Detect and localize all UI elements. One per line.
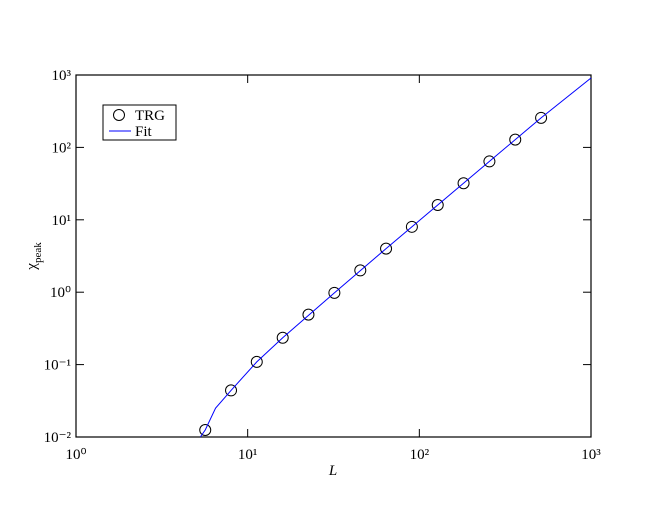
y-axis-symbol: χ	[24, 263, 40, 271]
data-point	[328, 286, 341, 299]
data-point	[354, 264, 367, 277]
fit-line	[199, 77, 592, 438]
x-tick-label: 10²	[410, 447, 430, 463]
y-axis-subscript: peak	[32, 242, 44, 263]
data-point	[276, 331, 289, 344]
legend-label: TRG	[135, 108, 165, 124]
legend-label: Fit	[135, 124, 153, 140]
y-tick-label: 10⁰	[50, 285, 71, 301]
plot-frame	[75, 74, 592, 438]
data-point	[199, 423, 212, 436]
x-axis-label: L	[328, 463, 337, 479]
y-tick-label: 10⁻¹	[44, 358, 71, 374]
x-tick-label: 10⁰	[65, 447, 86, 463]
data-point	[225, 384, 238, 397]
x-tick-label: 10³	[581, 447, 601, 463]
data-point	[302, 308, 315, 321]
x-tick-label: 10¹	[238, 447, 258, 463]
y-axis-label: χpeak	[24, 242, 44, 271]
data-point	[405, 220, 418, 233]
data-point	[457, 177, 470, 190]
legend-marker	[113, 109, 125, 121]
y-tick-label: 10²	[52, 140, 72, 156]
data-point	[509, 133, 522, 146]
data-point	[431, 199, 444, 212]
y-tick-label: 10⁻²	[44, 430, 72, 446]
data-point	[483, 155, 496, 168]
data-point	[380, 242, 393, 255]
data-point	[535, 111, 548, 124]
y-tick-label: 10¹	[52, 213, 72, 229]
y-tick-label: 10³	[52, 68, 72, 84]
data-point	[250, 355, 263, 368]
